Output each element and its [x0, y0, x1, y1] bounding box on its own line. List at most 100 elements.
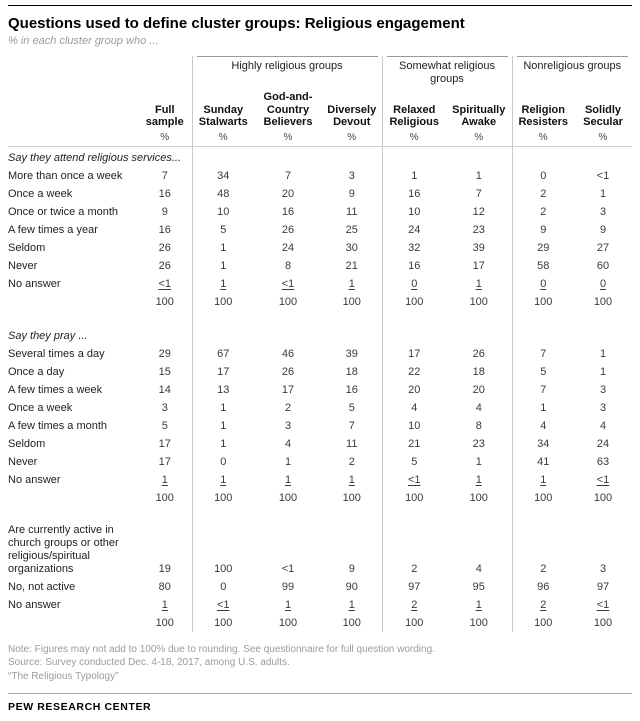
- column-header-god-and-country-believers: God-and-Country Believers: [263, 91, 313, 128]
- table-row: A few times a month 5 1 3 7 10 8 4 4: [8, 416, 632, 435]
- value-cell: 29: [138, 344, 193, 363]
- value-cell: [382, 507, 446, 521]
- row-label: [8, 507, 138, 521]
- value-cell: 1: [284, 598, 292, 611]
- row-label: [8, 293, 138, 311]
- value-cell: [574, 146, 632, 167]
- value-cell: 5: [540, 365, 547, 378]
- value-cell: 1: [284, 473, 292, 486]
- value-cell: 48: [217, 187, 230, 200]
- value-cell: 17: [217, 365, 230, 378]
- value-cell: 0: [220, 455, 227, 468]
- value-cell: 100: [278, 491, 298, 504]
- value-cell: [574, 325, 632, 345]
- value-cell: 11: [322, 434, 383, 453]
- value-cell: 1: [138, 470, 193, 489]
- value-cell: 1: [220, 259, 227, 272]
- value-cell: 100: [214, 295, 233, 308]
- value-cell: 2: [540, 187, 547, 200]
- value-cell: 24: [596, 437, 610, 450]
- value-cell: 7: [446, 184, 513, 203]
- value-cell: 5: [220, 223, 227, 236]
- section-header-label: Say they attend religious services...: [8, 151, 182, 164]
- pew-research-center-logo-text: PEW RESEARCH CENTER: [8, 701, 152, 713]
- value-cell: 2: [322, 452, 383, 471]
- value-cell: 1: [220, 437, 227, 450]
- value-cell: 3: [599, 383, 607, 396]
- value-cell: 10: [408, 419, 421, 432]
- row-label: Never: [8, 259, 38, 272]
- value-cell: 34: [537, 437, 550, 450]
- value-cell: 3: [599, 562, 607, 575]
- value-cell: 60: [596, 259, 610, 272]
- value-cell: 26: [446, 344, 513, 363]
- value-cell: 19: [138, 520, 193, 578]
- value-cell: [512, 325, 574, 345]
- row-label: [8, 311, 138, 325]
- table-row: Once a week 3 1 2 5 4 4 1 3: [8, 398, 632, 417]
- table-row: Never 17 0 1 2 5 1 41 63: [8, 452, 632, 471]
- value-cell: 9: [599, 223, 607, 236]
- value-cell: [574, 311, 632, 325]
- value-cell: 16: [408, 187, 421, 200]
- value-cell: 4: [411, 401, 418, 414]
- value-cell: 90: [322, 577, 383, 596]
- unit-cell: %: [192, 130, 254, 147]
- group-header-label: Somewhat religious groups: [386, 56, 508, 85]
- value-cell: 100: [534, 616, 553, 629]
- value-cell: 1: [220, 401, 227, 414]
- value-cell: 22: [408, 365, 421, 378]
- value-cell: 29: [537, 241, 550, 254]
- row-label: [8, 489, 138, 507]
- value-cell: 11: [322, 202, 383, 221]
- value-cell: 67: [217, 347, 230, 360]
- row-label: Never: [8, 455, 38, 468]
- value-cell: 100: [138, 613, 193, 632]
- group-header-highly-religious: Highly religious groups: [192, 56, 383, 85]
- value-cell: 17: [408, 347, 421, 360]
- value-cell: 16: [138, 220, 193, 239]
- value-cell: 23: [446, 434, 513, 453]
- value-cell: 18: [446, 362, 513, 381]
- value-cell: 10: [217, 205, 230, 218]
- value-cell: 100: [446, 613, 513, 632]
- value-cell: <1: [216, 598, 230, 611]
- group-header-row: Highly religious groups Somewhat religio…: [8, 56, 632, 85]
- value-cell: 9: [138, 202, 193, 221]
- value-cell: 1: [599, 347, 607, 360]
- row-label: More than once a week: [8, 169, 123, 182]
- value-cell: 24: [281, 241, 295, 254]
- unit-cell: %: [512, 130, 574, 147]
- value-cell: [192, 325, 254, 345]
- value-cell: 3: [284, 419, 292, 432]
- value-cell: 4: [284, 437, 292, 450]
- row-label: Once or twice a month: [8, 205, 119, 218]
- value-cell: 3: [322, 166, 383, 185]
- value-cell: [192, 311, 254, 325]
- value-cell: 1: [220, 241, 227, 254]
- value-cell: 0: [540, 169, 547, 182]
- value-cell: 5: [411, 455, 418, 468]
- value-cell: [322, 310, 383, 325]
- value-cell: 100: [278, 295, 298, 308]
- value-cell: 100: [534, 295, 553, 308]
- value-cell: 4: [599, 419, 607, 432]
- value-cell: 26: [281, 365, 295, 378]
- value-cell: 100: [138, 292, 193, 311]
- value-cell: 100: [593, 616, 613, 629]
- unit-cell: %: [254, 130, 322, 147]
- value-cell: 1: [220, 277, 227, 290]
- value-cell: 100: [446, 292, 513, 311]
- value-cell: 4: [446, 398, 513, 417]
- value-cell: 17: [446, 256, 513, 275]
- table-row: Are currently active in church groups or…: [8, 520, 632, 578]
- unit-cell: %: [138, 130, 193, 147]
- value-cell: 3: [138, 398, 193, 417]
- value-cell: 2: [411, 562, 418, 575]
- value-cell: 41: [537, 455, 550, 468]
- value-cell: 1: [322, 470, 383, 489]
- group-header-nonreligious: Nonreligious groups: [512, 56, 632, 85]
- value-cell: 17: [138, 434, 193, 453]
- table-row: Once a day 15 17 26 18 22 18 5 1: [8, 362, 632, 381]
- value-cell: [382, 325, 446, 345]
